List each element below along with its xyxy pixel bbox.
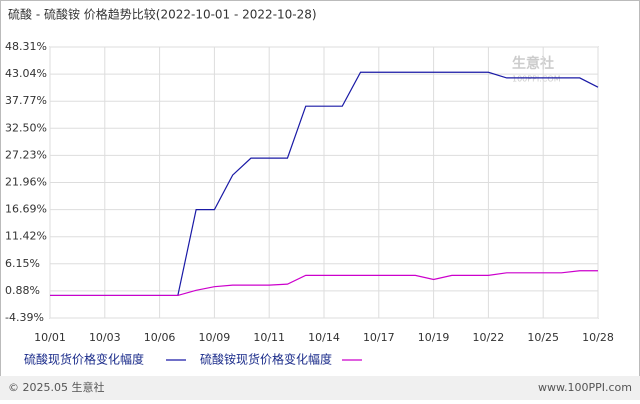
legend-label: 硫酸现货价格变化幅度 — [24, 352, 144, 367]
x-tick-label: 10/19 — [418, 331, 450, 344]
x-tick-label: 10/06 — [144, 331, 176, 344]
x-tick-label: 10/09 — [199, 331, 231, 344]
y-tick-label: 32.50% — [5, 121, 47, 134]
y-tick-label: -4.39% — [5, 311, 44, 324]
y-tick-label: 6.15% — [5, 257, 40, 270]
y-tick-label: 37.77% — [5, 94, 47, 107]
series-line — [50, 270, 598, 297]
y-tick-label: 16.69% — [5, 203, 47, 216]
y-tick-label: 43.04% — [5, 67, 47, 80]
x-tick-label: 10/17 — [363, 331, 395, 344]
footer-right: www.100PPI.com — [538, 381, 632, 394]
y-tick-label: 0.88% — [5, 284, 40, 297]
footer-band — [0, 376, 640, 400]
y-tick-label: 21.96% — [5, 176, 47, 189]
chart-title: 硫酸 - 硫酸铵 价格趋势比较(2022-10-01 - 2022-10-28) — [8, 7, 317, 22]
x-tick-label: 10/11 — [253, 331, 285, 344]
y-tick-label: 27.23% — [5, 148, 47, 161]
x-tick-label: 10/25 — [527, 331, 559, 344]
y-tick-label: 11.42% — [5, 230, 47, 243]
y-tick-label: 48.31% — [5, 40, 47, 53]
legend-label: 硫酸铵现货价格变化幅度 — [200, 352, 332, 367]
x-tick-label: 10/03 — [89, 331, 121, 344]
watermark-sub: 100PPI.COM — [512, 75, 561, 84]
x-tick-label: 10/22 — [473, 331, 505, 344]
footer-left: © 2025.05 生意社 — [8, 380, 104, 394]
x-tick-label: 10/01 — [34, 331, 66, 344]
watermark: 生意社 — [512, 55, 554, 72]
x-tick-label: 10/14 — [308, 331, 340, 344]
x-tick-label: 10/28 — [582, 331, 614, 344]
